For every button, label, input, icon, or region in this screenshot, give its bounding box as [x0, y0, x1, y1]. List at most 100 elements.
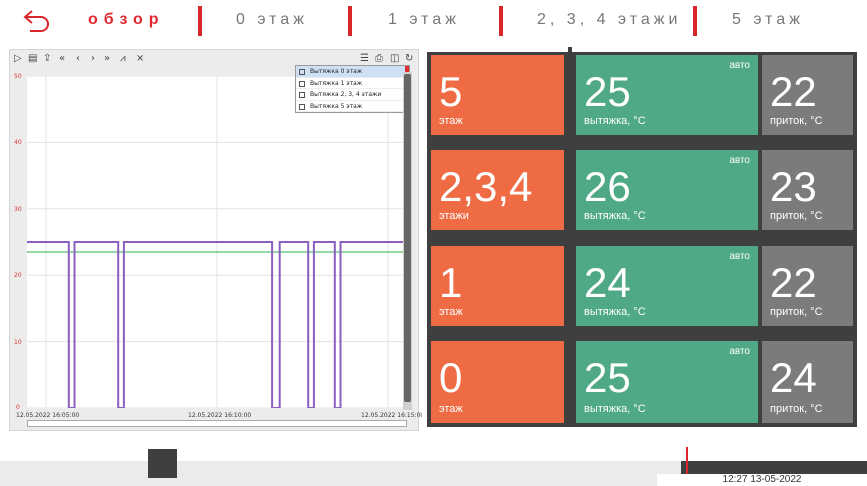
y-tick-label: 20 — [14, 272, 22, 279]
legend-label: Вытяжка 0 этаж — [310, 68, 363, 75]
checkbox[interactable] — [299, 69, 305, 75]
exhaust-temp: 25 — [584, 68, 631, 115]
print-icon[interactable]: ⎙ — [375, 53, 383, 64]
screenshot-icon[interactable]: ◫ — [390, 53, 400, 64]
tab-overview[interactable]: обзор — [88, 11, 165, 28]
supply-tile[interactable]: 24 приток, °C — [762, 341, 853, 423]
exhaust-temp: 24 — [584, 259, 631, 306]
time-marker — [686, 447, 688, 486]
mode-label: авто — [729, 60, 750, 71]
zone-caption: этажи — [439, 210, 469, 222]
legend-item[interactable]: Вытяжка 2, 3, 4 этажи — [296, 89, 409, 101]
table-icon[interactable]: ▤ — [28, 53, 38, 64]
tab-floor-0[interactable]: 0 этаж — [236, 11, 308, 28]
zone-tile[interactable]: 2,3,4 этажи — [431, 150, 564, 230]
y-tick-label: 0 — [16, 404, 20, 411]
legend-label: Вытяжка 1 этаж — [310, 79, 363, 87]
top-nav: обзор 0 этаж 1 этаж 2, 3, 4 этажи 5 этаж — [0, 0, 867, 42]
zone-caption: этаж — [439, 306, 463, 318]
scrollbar-thumb[interactable] — [404, 74, 411, 402]
supply-temp: 22 — [770, 68, 817, 115]
tab-floors-2-3-4[interactable]: 2, 3, 4 этажи — [537, 11, 682, 28]
mode-label: авто — [729, 251, 750, 262]
exhaust-caption: вытяжка, °C — [584, 306, 646, 318]
fast-forward-icon[interactable]: » — [104, 53, 111, 64]
trend-chart-panel: ▷ ▤ ⇪ « ‹ › » ⩘ ⨯ ☰ ⎙ ◫ ↻ 50 40 30 20 10… — [9, 49, 424, 431]
prev-icon[interactable]: ‹ — [76, 53, 80, 64]
supply-tile[interactable]: 23 приток, °C — [762, 150, 853, 230]
back-arrow-icon[interactable] — [22, 8, 52, 34]
zone-tile[interactable]: 1 этаж — [431, 246, 564, 326]
mode-label: авто — [729, 346, 750, 357]
y-tick-label: 30 — [14, 206, 22, 213]
supply-tile[interactable]: 22 приток, °C — [762, 246, 853, 326]
x-tick-label: 12.05.2022 16:10:00 — [188, 412, 252, 419]
exhaust-caption: вытяжка, °C — [584, 210, 646, 222]
status-strip — [681, 461, 867, 474]
tab-floor-1[interactable]: 1 этаж — [388, 11, 460, 28]
legend-item[interactable]: Вытяжка 5 этаж — [296, 100, 409, 112]
zone-tile[interactable]: 0 этаж — [431, 341, 564, 423]
grid-margin — [427, 47, 568, 52]
supply-tile[interactable]: 22 приток, °C — [762, 55, 853, 135]
clear-chart-icon[interactable]: ⨯ — [136, 53, 145, 64]
timeline-handle[interactable] — [148, 449, 177, 478]
zone-number: 1 — [439, 259, 463, 306]
supply-caption: приток, °C — [770, 306, 823, 318]
exhaust-tile[interactable]: авто 24 вытяжка, °C — [576, 246, 758, 326]
clock: 12:27 13-05-2022 — [657, 474, 867, 486]
grid-margin — [422, 47, 427, 431]
zone-caption: этаж — [439, 115, 463, 127]
legend-item[interactable]: Вытяжка 0 этаж — [296, 66, 409, 78]
supply-caption: приток, °C — [770, 210, 823, 222]
checkbox[interactable] — [299, 92, 305, 98]
trend-lines — [27, 75, 407, 409]
tab-separator — [693, 6, 697, 36]
zone-number: 5 — [439, 68, 463, 115]
status-grid: 5 этаж авто 25 вытяжка, °C 22 приток, °C… — [422, 47, 862, 431]
mode-label: авто — [729, 155, 750, 166]
vertical-scrollbar[interactable] — [403, 72, 412, 410]
legend-swatch — [405, 66, 409, 77]
zone-number: 0 — [439, 354, 463, 401]
legend-label: Вытяжка 2, 3, 4 этажи — [310, 91, 382, 98]
list-icon[interactable]: ☰ — [360, 53, 369, 64]
exhaust-temp: 26 — [584, 163, 631, 210]
grid-margin — [857, 47, 862, 431]
supply-temp: 22 — [770, 259, 817, 306]
export-icon[interactable]: ⇪ — [43, 53, 52, 64]
next-icon[interactable]: › — [91, 53, 95, 64]
exhaust-caption: вытяжка, °C — [584, 403, 646, 415]
play-icon[interactable]: ▷ — [14, 53, 22, 64]
exhaust-caption: вытяжка, °C — [584, 115, 646, 127]
zone-tile[interactable]: 5 этаж — [431, 55, 564, 135]
chart-icon[interactable]: ⩘ — [120, 53, 126, 64]
x-tick-label: 12.05.2022 16:05:00 — [16, 412, 80, 419]
chart-legend: Вытяжка 0 этаж Вытяжка 1 этаж Вытяжка 2,… — [295, 65, 410, 113]
x-tick-label: 12.05.2022 16:15:00 — [361, 412, 425, 419]
exhaust-temp: 25 — [584, 354, 631, 401]
legend-label: Вытяжка 5 этаж — [310, 102, 363, 110]
y-tick-label: 40 — [14, 139, 22, 146]
checkbox[interactable] — [299, 103, 305, 110]
tab-separator — [499, 6, 503, 36]
tab-separator — [348, 6, 352, 36]
supply-caption: приток, °C — [770, 115, 823, 127]
tab-floor-5[interactable]: 5 этаж — [732, 11, 804, 28]
rewind-icon[interactable]: « — [59, 53, 66, 64]
exhaust-tile[interactable]: авто 26 вытяжка, °C — [576, 150, 758, 230]
horizontal-scrollbar[interactable] — [27, 420, 407, 427]
y-tick-label: 10 — [14, 339, 22, 346]
tab-separator — [198, 6, 202, 36]
supply-caption: приток, °C — [770, 403, 823, 415]
legend-item[interactable]: Вытяжка 1 этаж — [296, 77, 409, 89]
refresh-icon[interactable]: ↻ — [405, 53, 414, 64]
plot-area[interactable] — [27, 75, 407, 409]
grid-margin — [572, 47, 857, 52]
exhaust-tile[interactable]: авто 25 вытяжка, °C — [576, 55, 758, 135]
checkbox[interactable] — [299, 80, 305, 87]
exhaust-tile[interactable]: авто 25 вытяжка, °C — [576, 341, 758, 423]
supply-temp: 23 — [770, 163, 817, 210]
y-tick-label: 50 — [14, 73, 22, 80]
